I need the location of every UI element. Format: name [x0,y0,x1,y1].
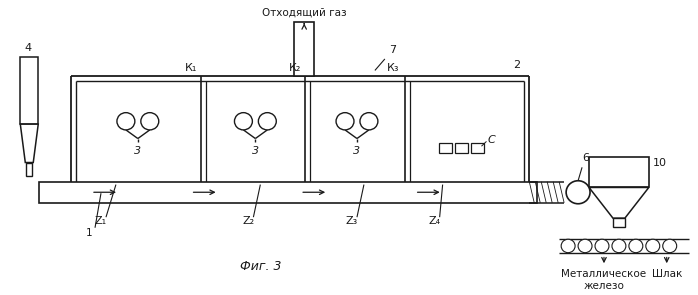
Circle shape [629,239,643,253]
Bar [439,143,452,153]
Circle shape [235,113,253,130]
Circle shape [595,239,609,253]
Bar [471,143,484,153]
Circle shape [566,181,590,204]
Text: К₂: К₂ [289,63,302,73]
Bar [27,163,32,176]
Circle shape [662,239,676,253]
Circle shape [612,239,626,253]
Text: 3: 3 [353,146,361,156]
Text: 2: 2 [513,60,520,71]
Text: Z₄: Z₄ [429,216,440,226]
Text: 10: 10 [653,158,667,168]
Text: 3: 3 [134,146,142,156]
Text: Металлическое
железо: Металлическое железо [561,269,646,291]
Text: Шлак: Шлак [651,269,682,279]
Text: Z₂: Z₂ [242,216,255,226]
Text: 7: 7 [389,45,396,55]
Bar [589,157,649,187]
Text: C: C [487,135,495,145]
Bar [39,182,537,203]
Bar [20,57,38,124]
Text: Z₃: Z₃ [346,216,358,226]
Circle shape [646,239,660,253]
Text: Фиг. 3: Фиг. 3 [239,260,281,273]
Polygon shape [589,187,649,218]
Circle shape [561,239,575,253]
Bar [295,22,314,76]
Text: 6: 6 [583,153,590,163]
Text: 4: 4 [24,43,32,53]
Circle shape [258,113,276,130]
Text: Отходящий газ: Отходящий газ [262,8,346,18]
Text: Z₁: Z₁ [95,216,107,226]
Bar [613,218,625,227]
Text: К₁: К₁ [184,63,197,73]
Bar [455,143,468,153]
Circle shape [578,239,592,253]
Text: 1: 1 [86,228,92,238]
Circle shape [117,113,135,130]
Text: 3: 3 [252,146,259,156]
Circle shape [360,113,378,130]
Polygon shape [20,124,38,163]
Text: К₃: К₃ [387,63,399,73]
Circle shape [336,113,354,130]
Circle shape [141,113,158,130]
